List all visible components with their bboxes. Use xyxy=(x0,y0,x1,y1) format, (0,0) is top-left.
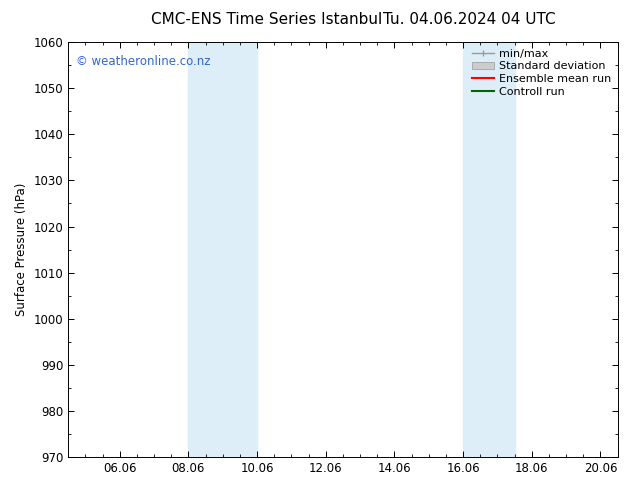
Text: Tu. 04.06.2024 04 UTC: Tu. 04.06.2024 04 UTC xyxy=(383,12,555,27)
Bar xyxy=(463,42,515,457)
Legend: min/max, Standard deviation, Ensemble mean run, Controll run: min/max, Standard deviation, Ensemble me… xyxy=(469,46,614,100)
Y-axis label: Surface Pressure (hPa): Surface Pressure (hPa) xyxy=(15,183,28,316)
Text: CMC-ENS Time Series Istanbul: CMC-ENS Time Series Istanbul xyxy=(151,12,382,27)
Text: © weatheronline.co.nz: © weatheronline.co.nz xyxy=(77,54,211,68)
Bar xyxy=(188,42,257,457)
